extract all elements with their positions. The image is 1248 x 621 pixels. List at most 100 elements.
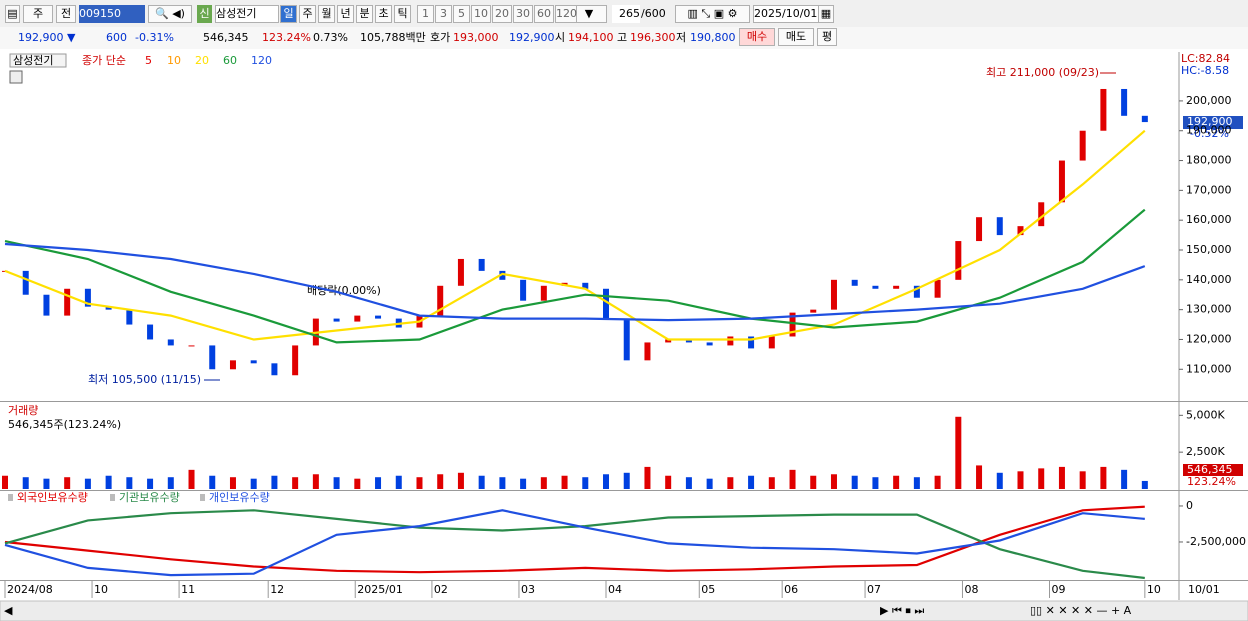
count-button[interactable]: 3: [435, 5, 452, 23]
y-tick-label: 190,000: [1186, 124, 1232, 137]
count-button[interactable]: 30: [513, 5, 533, 23]
volume-bar: [934, 475, 941, 489]
menu-button[interactable]: ▤: [5, 5, 20, 23]
candle: [623, 318, 630, 361]
volume-bar: [167, 477, 174, 489]
candle: [934, 279, 941, 298]
volume-bar: [84, 478, 91, 489]
search-tools[interactable]: 🔍 ◀): [148, 5, 192, 23]
legend-item: 20: [195, 54, 209, 67]
interval-button[interactable]: 초: [375, 5, 392, 23]
annotation: 최고 211,000 (09/23): [986, 66, 1099, 79]
legend-item: 개인보유수량: [209, 491, 270, 504]
candle: [727, 336, 734, 346]
period-select[interactable]: 주: [23, 5, 53, 23]
legend-swatch: [110, 494, 115, 501]
ask: 193,000: [453, 31, 499, 44]
candle: [851, 279, 858, 286]
candle: [105, 306, 112, 310]
candle: [43, 294, 50, 316]
candle: [996, 217, 1003, 236]
x-tick-label: 05: [701, 583, 715, 596]
series-line: [4, 242, 1146, 322]
zoom-controls[interactable]: ▯▯ ✕ ✕ ✕ ✕ — + A: [1030, 604, 1132, 617]
scrollbar[interactable]: [0, 600, 1248, 621]
volume-bar: [1017, 471, 1024, 489]
candle: [872, 285, 879, 289]
volume-bar: [520, 478, 527, 489]
volume-bar: [727, 477, 734, 489]
calendar-button[interactable]: ▦: [818, 5, 834, 23]
x-tick-label: 10: [1147, 583, 1161, 596]
code-input[interactable]: 009150: [79, 5, 145, 23]
grid-icon[interactable]: [9, 70, 23, 84]
sell-button[interactable]: 매도: [778, 28, 814, 46]
x-tick-label: 08: [964, 583, 978, 596]
volume-bar: [375, 477, 382, 489]
count-button[interactable]: 1: [417, 5, 434, 23]
candle: [768, 336, 775, 349]
candle: [354, 315, 361, 322]
y-tick-label: 120,000: [1186, 332, 1232, 345]
interval-button[interactable]: 일: [280, 5, 297, 23]
x-tick-label: 2025/01: [357, 583, 403, 596]
scroll-left[interactable]: ◀: [4, 604, 13, 617]
y-tick-label: 5,000K: [1186, 408, 1225, 421]
high-label: 고: [617, 31, 628, 44]
candle: [1121, 88, 1128, 116]
count-button[interactable]: 20: [492, 5, 512, 23]
volume-bar: [416, 477, 423, 489]
volume-bar: [126, 477, 133, 489]
shown-count[interactable]: 265: [612, 5, 640, 23]
interval-button[interactable]: 월: [318, 5, 335, 23]
prev-button[interactable]: 전: [56, 5, 76, 23]
volume-bar: [955, 416, 962, 489]
buy-button[interactable]: 매수: [739, 28, 775, 46]
interval-button[interactable]: 주: [299, 5, 316, 23]
candle: [84, 288, 91, 307]
candle: [976, 217, 983, 242]
candle: [375, 315, 382, 319]
volume-bar: [748, 475, 755, 489]
current-change: -0.52%: [1190, 127, 1229, 140]
candle: [126, 309, 133, 325]
interval-button[interactable]: 분: [356, 5, 373, 23]
candle: [540, 285, 547, 301]
volume-bar: [976, 465, 983, 489]
current-volume: 546,345: [1187, 463, 1233, 476]
toolbar-row2: 192,900 ▼ 600 -0.31% 546,345 123.24% 0.7…: [0, 27, 1248, 50]
series-line: [4, 509, 1145, 580]
tool-icons[interactable]: ▥ ⤡ ▣ ⚙: [675, 5, 750, 23]
count-button[interactable]: 120: [555, 5, 577, 23]
change: 600: [106, 31, 127, 44]
y-tick-label: 180,000: [1186, 154, 1232, 167]
lc-label: LC:82.84: [1181, 52, 1230, 65]
candle: [748, 336, 755, 349]
legend-item: 기관보유수량: [119, 491, 180, 504]
candle: [893, 285, 900, 289]
candle: [1058, 160, 1065, 203]
count-select[interactable]: ▼: [571, 5, 607, 23]
volume-title: 거래량: [8, 404, 38, 417]
scroll-controls[interactable]: ▶ ⏮ ⏹ ⏭: [880, 604, 924, 617]
volume-subtitle: 546,345주(123.24%): [8, 418, 121, 431]
avg-button[interactable]: 평: [817, 28, 837, 46]
date-input[interactable]: 2025/10/01: [753, 5, 819, 23]
volume-bar: [665, 475, 672, 489]
series-line: [4, 509, 1145, 577]
candle: [1141, 115, 1148, 123]
volume-bar: [1038, 468, 1045, 489]
volume-bar: [789, 469, 796, 489]
open-label: 시: [555, 31, 566, 44]
count-button[interactable]: 5: [453, 5, 470, 23]
y-tick-label: 160,000: [1186, 213, 1232, 226]
volume-bar: [830, 474, 837, 489]
y-tick-label: 130,000: [1186, 303, 1232, 316]
y-tick-label: 150,000: [1186, 243, 1232, 256]
volume-bar: [188, 469, 195, 489]
count-button[interactable]: 10: [471, 5, 491, 23]
interval-button[interactable]: 틱: [394, 5, 411, 23]
interval-button[interactable]: 년: [337, 5, 354, 23]
volume-bar: [333, 477, 340, 489]
count-button[interactable]: 60: [534, 5, 554, 23]
